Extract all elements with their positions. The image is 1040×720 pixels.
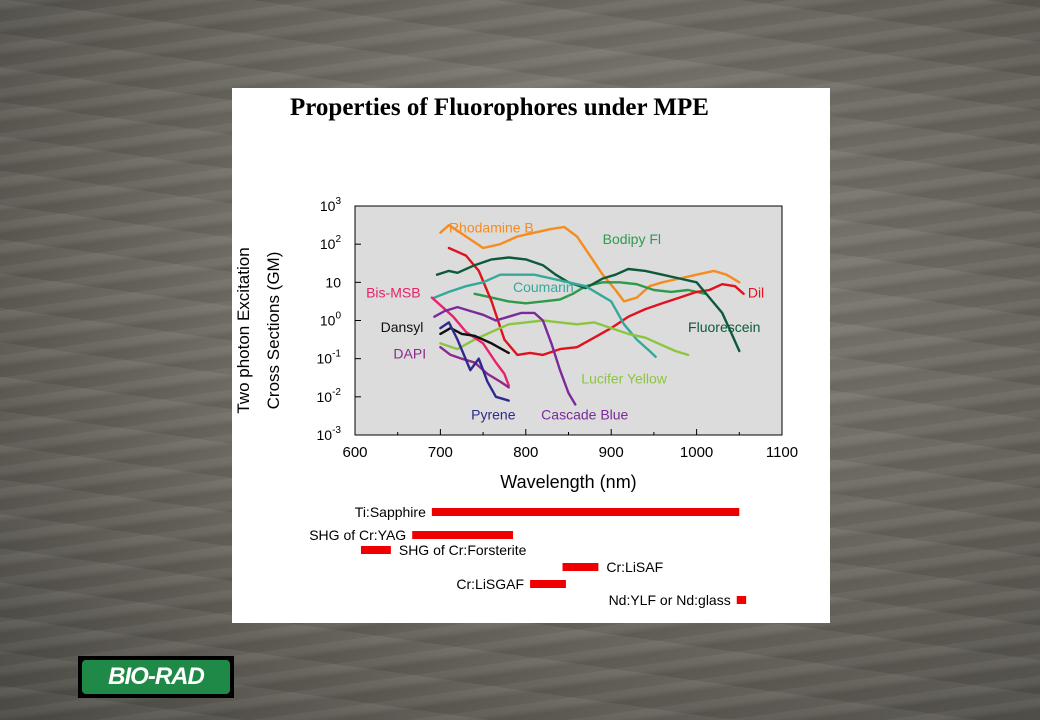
x-axis-label: Wavelength (nm) [500,472,636,492]
series-label-lucifer-yellow: Lucifer Yellow [581,370,668,386]
y-tick-label: 102 [320,234,342,252]
series-line-lucifer-yellow [439,319,690,357]
laser-label-nd-ylf-or-nd-glass: Nd:YLF or Nd:glass [609,592,731,608]
laser-bar-cr-lisgaf [530,580,566,588]
x-tick-label: 700 [428,444,453,461]
slide-title: Properties of Fluorophores under MPE [290,94,709,121]
laser-label-shg-of-cr-yag: SHG of Cr:YAG [309,527,406,543]
series-line-pyrene [439,321,510,402]
series-label-bis-msb: Bis-MSB [366,285,420,301]
x-tick-label: 1100 [766,444,798,461]
x-tick-label: 1000 [680,444,713,461]
laser-label-ti-sapphire: Ti:Sapphire [355,504,426,520]
plot-area [354,205,783,436]
series-label-rhodamine-b: Rhodamine B [449,220,534,236]
y-axis-label: Two photon Excitation [234,247,253,413]
x-tick-label: 800 [513,444,538,461]
laser-label-shg-of-cr-forsterite: SHG of Cr:Forsterite [399,542,527,558]
series-line-rhodamine-b [439,223,741,303]
laser-bar-cr-lisaf [562,563,599,571]
series-label-coumarin: Coumarin [513,279,574,295]
series-label-pyrene: Pyrene [471,407,516,423]
y-axis-label: Cross Sections (GM) [264,252,283,410]
series-line-bis-msb [430,296,510,387]
slide-panel: Properties of Fluorophores under MPE 600… [232,88,830,623]
series-line-dansyl [439,326,510,355]
fluorophore-chart: 600 700 800 900 1000 1100 10-3 10-2 10-1 100 10 102… [234,196,798,608]
laser-bar-shg-of-cr-forsterite [360,546,391,554]
y-tick-label: 10-3 [317,425,342,443]
y-tick-label: 100 [320,311,342,329]
series-label-dil: Dil [748,285,764,301]
y-tick-label: 10-2 [317,387,342,405]
series-label-dapi: DAPI [393,346,426,362]
series-line-cascade-blue [433,305,577,406]
laser-bar-shg-of-cr-yag [412,531,513,539]
y-tick-label: 103 [320,196,342,214]
x-tick-label: 900 [599,444,624,461]
series-label-fluorescein: Fluorescein [688,319,760,335]
series-label-cascade-blue: Cascade Blue [541,407,628,423]
y-tick-label: 10 [325,274,341,290]
laser-label-cr-lisgaf: Cr:LiSGAF [456,576,524,592]
laser-bar-ti-sapphire [431,508,740,516]
y-tick-label: 10-1 [317,349,342,367]
series-label-dansyl: Dansyl [381,319,424,335]
series-line-coumarin [433,273,657,358]
x-tick-label: 600 [342,444,367,461]
logo-text: BIO-RAD [82,660,230,694]
laser-bar-nd-ylf-or-nd-glass [736,596,747,604]
biorad-logo: BIO-RAD [78,656,234,698]
laser-label-cr-lisaf: Cr:LiSAF [606,559,663,575]
series-label-bodipy-fl: Bodipy Fl [603,231,661,247]
series-line-fluorescein [435,256,741,353]
